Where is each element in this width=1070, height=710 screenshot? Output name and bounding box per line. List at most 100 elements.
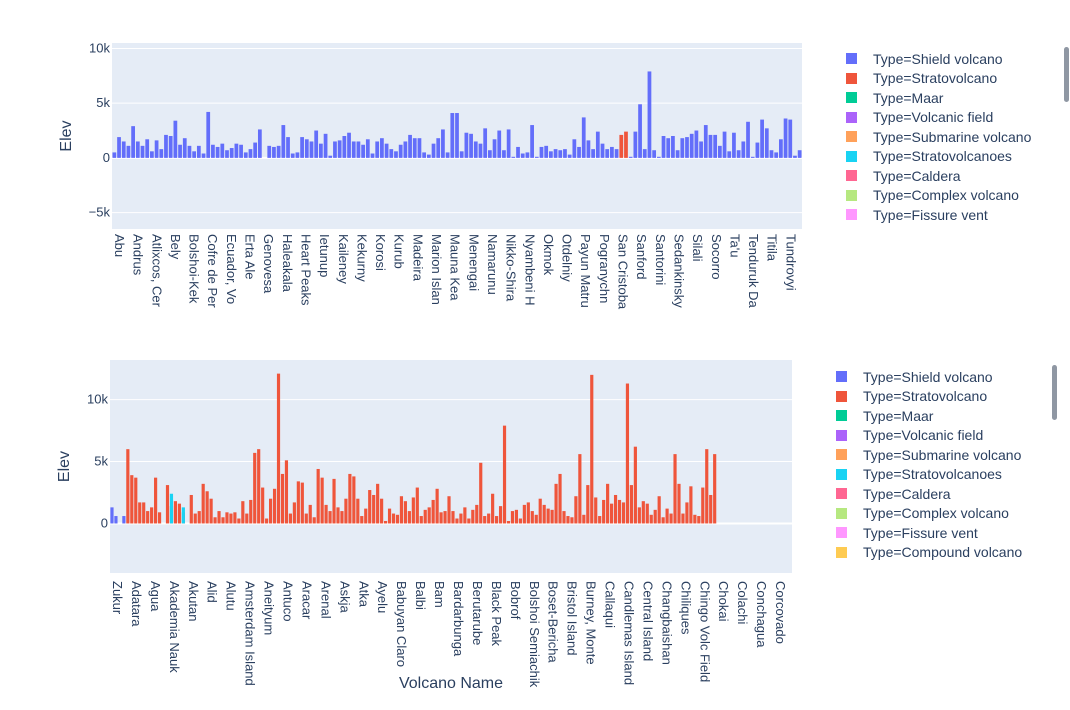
- legend-item[interactable]: Type=Complex volcano: [846, 186, 1031, 206]
- bar[interactable]: [370, 153, 375, 158]
- bar[interactable]: [510, 511, 515, 524]
- legend-item[interactable]: Type=Fissure vent: [846, 205, 1031, 225]
- bar[interactable]: [178, 144, 182, 158]
- bar[interactable]: [717, 145, 722, 158]
- bar[interactable]: [193, 513, 197, 524]
- bar[interactable]: [566, 516, 570, 524]
- bar[interactable]: [257, 129, 262, 158]
- bar[interactable]: [426, 154, 431, 158]
- bar[interactable]: [243, 152, 248, 158]
- bar[interactable]: [272, 488, 277, 524]
- bar[interactable]: [497, 130, 502, 158]
- bar[interactable]: [154, 140, 159, 158]
- bar[interactable]: [201, 483, 205, 524]
- bar[interactable]: [399, 496, 404, 524]
- bar[interactable]: [169, 493, 174, 524]
- bar[interactable]: [372, 494, 376, 524]
- legend-item[interactable]: Type=Compound volcano: [836, 543, 1022, 563]
- bar[interactable]: [220, 143, 225, 158]
- bar[interactable]: [383, 520, 388, 524]
- bar[interactable]: [526, 502, 530, 524]
- bar[interactable]: [173, 120, 178, 158]
- bar[interactable]: [793, 155, 797, 158]
- bar[interactable]: [121, 141, 126, 158]
- bar[interactable]: [348, 473, 352, 524]
- bar[interactable]: [637, 507, 641, 524]
- bar[interactable]: [498, 506, 503, 524]
- bar[interactable]: [539, 146, 544, 158]
- bar[interactable]: [435, 488, 439, 524]
- bar[interactable]: [320, 477, 324, 524]
- bar[interactable]: [351, 141, 356, 158]
- bar[interactable]: [117, 137, 121, 158]
- legend-item[interactable]: Type=Maar: [836, 406, 1022, 426]
- bar[interactable]: [347, 132, 351, 158]
- bar[interactable]: [553, 149, 558, 158]
- bar[interactable]: [469, 133, 473, 158]
- bar[interactable]: [245, 513, 249, 524]
- bar[interactable]: [586, 485, 590, 524]
- bar[interactable]: [376, 483, 380, 524]
- legend-item[interactable]: Type=Stratovolcanoes: [836, 465, 1022, 485]
- bar[interactable]: [652, 150, 657, 158]
- bar[interactable]: [288, 513, 292, 524]
- bar[interactable]: [570, 517, 574, 524]
- bar[interactable]: [546, 508, 550, 524]
- bar[interactable]: [487, 150, 492, 158]
- bar[interactable]: [234, 143, 239, 158]
- bar[interactable]: [675, 150, 680, 158]
- bar[interactable]: [206, 111, 211, 158]
- bar[interactable]: [412, 138, 417, 158]
- bar[interactable]: [693, 514, 697, 524]
- bar[interactable]: [181, 507, 185, 524]
- bar[interactable]: [441, 129, 445, 158]
- bar[interactable]: [324, 504, 328, 524]
- bar[interactable]: [550, 509, 554, 524]
- legend-item[interactable]: Type=Shield volcano: [836, 367, 1022, 387]
- bar[interactable]: [673, 454, 677, 524]
- bar[interactable]: [649, 514, 653, 524]
- bar[interactable]: [661, 517, 665, 524]
- bar[interactable]: [391, 513, 396, 524]
- bar[interactable]: [487, 513, 491, 524]
- bar[interactable]: [598, 516, 602, 524]
- bar[interactable]: [661, 136, 666, 158]
- bar[interactable]: [595, 131, 600, 158]
- bar[interactable]: [577, 146, 581, 158]
- bar[interactable]: [248, 149, 253, 158]
- bar[interactable]: [211, 144, 215, 158]
- bar[interactable]: [272, 146, 276, 158]
- bar[interactable]: [491, 493, 495, 524]
- bar[interactable]: [337, 140, 342, 158]
- bar[interactable]: [436, 138, 441, 158]
- bar[interactable]: [112, 152, 117, 158]
- bar[interactable]: [732, 132, 736, 158]
- bar[interactable]: [774, 152, 779, 158]
- bar[interactable]: [187, 145, 192, 158]
- bar[interactable]: [558, 473, 562, 524]
- bar[interactable]: [241, 501, 245, 524]
- bar[interactable]: [114, 516, 118, 524]
- bar[interactable]: [534, 156, 539, 158]
- bar[interactable]: [157, 512, 162, 524]
- bar[interactable]: [314, 130, 319, 158]
- bar[interactable]: [459, 513, 463, 524]
- bar[interactable]: [708, 134, 713, 158]
- bar[interactable]: [669, 513, 673, 524]
- bar[interactable]: [229, 513, 233, 524]
- bar[interactable]: [530, 125, 534, 158]
- bar[interactable]: [451, 511, 455, 524]
- bar[interactable]: [534, 514, 538, 524]
- bar[interactable]: [680, 138, 685, 158]
- bar[interactable]: [196, 145, 201, 158]
- bar[interactable]: [602, 499, 606, 524]
- bar[interactable]: [633, 131, 638, 158]
- bar[interactable]: [292, 502, 296, 524]
- bar[interactable]: [145, 139, 150, 158]
- bar[interactable]: [610, 146, 614, 158]
- bar[interactable]: [164, 134, 168, 158]
- bar[interactable]: [269, 498, 273, 524]
- bar[interactable]: [450, 113, 455, 158]
- bar[interactable]: [459, 151, 464, 158]
- bar[interactable]: [455, 518, 459, 524]
